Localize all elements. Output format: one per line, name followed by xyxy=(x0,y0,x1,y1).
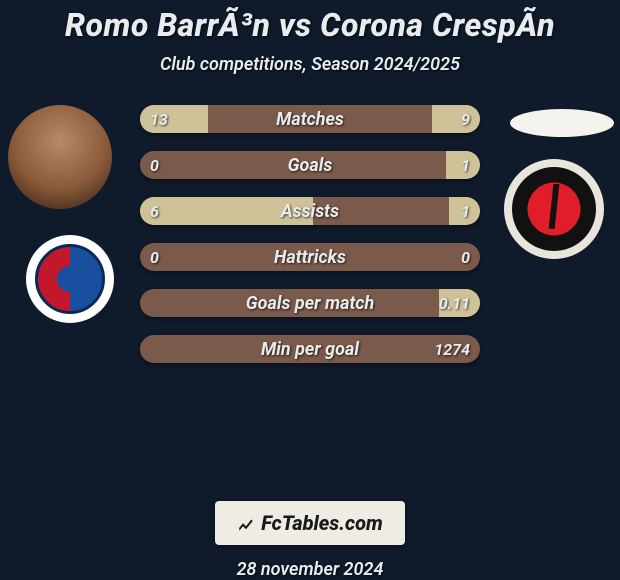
face-placeholder-icon xyxy=(8,105,112,209)
source-badge-text: FcTables.com xyxy=(261,511,383,535)
stat-label: Hattricks xyxy=(140,243,480,271)
stat-bars: 139Matches 01Goals 61Assists 00Hattricks 0.1… xyxy=(140,105,480,363)
tijuana-badge-icon xyxy=(512,167,596,251)
player-left-club-badge xyxy=(26,235,114,323)
stat-bar: 0.11Goals per match xyxy=(140,289,480,317)
source-badge: FcTables.com xyxy=(215,501,405,545)
stat-bar: 00Hattricks xyxy=(140,243,480,271)
player-right-shirt-icon xyxy=(510,109,614,137)
stat-bar: 61Assists xyxy=(140,197,480,225)
cruz-azul-badge-icon xyxy=(35,244,105,314)
stat-bar: 01Goals xyxy=(140,151,480,179)
footer-date: 28 november 2024 xyxy=(237,559,384,580)
chart-icon xyxy=(237,514,255,532)
subtitle: Club competitions, Season 2024/2025 xyxy=(160,54,460,75)
player-left-portrait xyxy=(8,105,112,209)
page-title: Romo BarrÃ³n vs Corona CrespÃ­n xyxy=(65,6,555,44)
stat-label: Goals per match xyxy=(140,289,480,317)
stat-label: Matches xyxy=(140,105,480,133)
stat-bar: 139Matches xyxy=(140,105,480,133)
stat-label: Goals xyxy=(140,151,480,179)
player-right-club-badge xyxy=(504,159,604,259)
stat-label: Min per goal xyxy=(140,335,480,363)
stat-label: Assists xyxy=(140,197,480,225)
stat-bar: 1274Min per goal xyxy=(140,335,480,363)
comparison-card: Romo BarrÃ³n vs Corona CrespÃ­n Club com… xyxy=(0,0,620,580)
stats-area: 139Matches 01Goals 61Assists 00Hattricks 0.1… xyxy=(0,105,620,483)
